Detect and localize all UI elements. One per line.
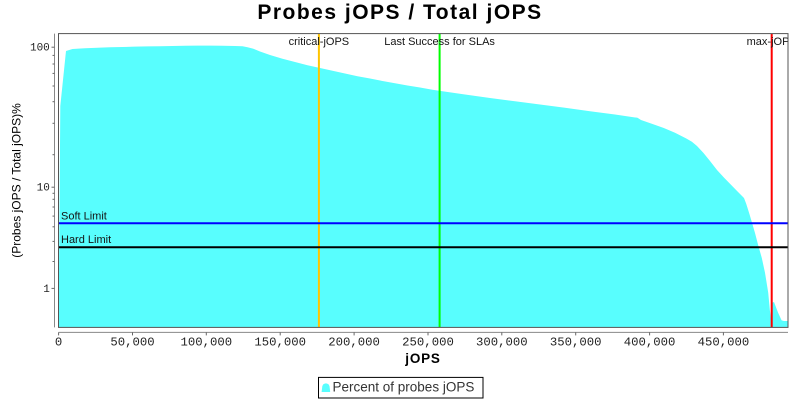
svg-text:350,000: 350,000	[550, 335, 602, 349]
svg-text:Last Success for SLAs: Last Success for SLAs	[384, 36, 495, 48]
svg-text:150,000: 150,000	[254, 335, 306, 349]
svg-text:250,000: 250,000	[402, 335, 454, 349]
svg-text:Probes jOPS / Total jOPS: Probes jOPS / Total jOPS	[257, 1, 542, 24]
svg-text:0: 0	[55, 335, 62, 349]
svg-text:400,000: 400,000	[624, 335, 676, 349]
svg-text:Percent of probes jOPS: Percent of probes jOPS	[333, 379, 475, 394]
svg-text:200,000: 200,000	[328, 335, 380, 349]
svg-text:Soft Limit: Soft Limit	[61, 211, 107, 223]
svg-text:50,000: 50,000	[110, 335, 154, 349]
svg-text:jOPS: jOPS	[404, 351, 440, 366]
svg-text:(Probes jOPS / Total jOPS)%: (Probes jOPS / Total jOPS)%	[10, 103, 24, 258]
svg-text:450,000: 450,000	[698, 335, 750, 349]
svg-text:100: 100	[30, 43, 50, 55]
svg-text:10: 10	[37, 183, 50, 195]
svg-text:Hard Limit: Hard Limit	[61, 234, 111, 246]
svg-text:300,000: 300,000	[476, 335, 528, 349]
svg-text:100,000: 100,000	[180, 335, 232, 349]
svg-text:1: 1	[43, 284, 50, 296]
svg-text:critical-jOPS: critical-jOPS	[289, 36, 350, 48]
svg-text:max-jOPS: max-jOPS	[747, 36, 797, 48]
